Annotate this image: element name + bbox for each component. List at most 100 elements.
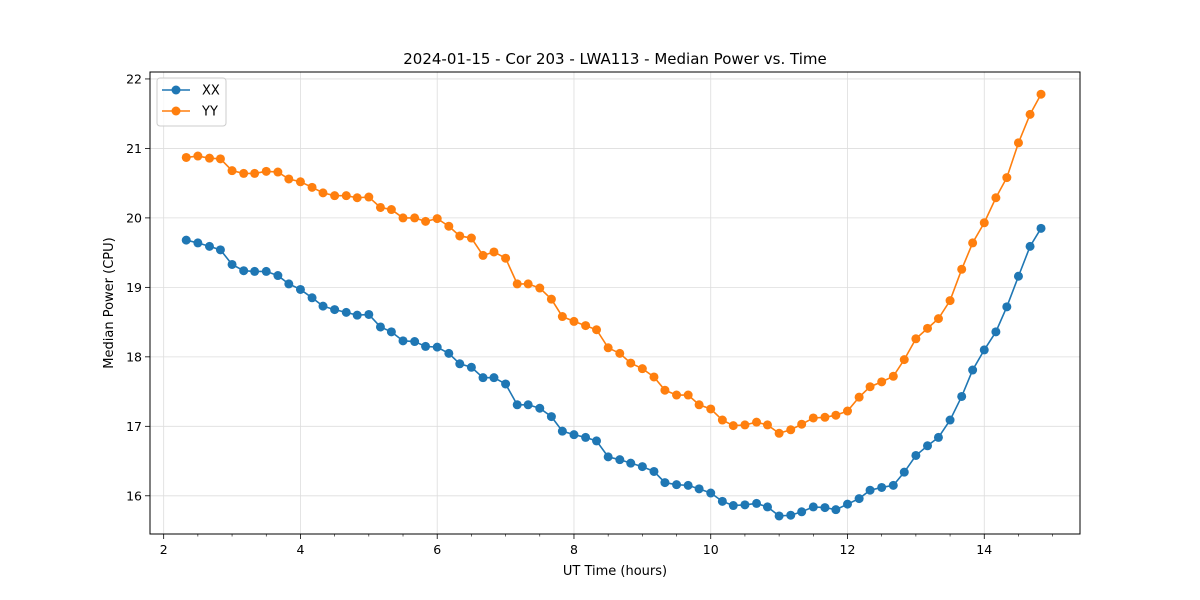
data-point-yy (991, 193, 1001, 203)
data-point-yy (957, 264, 967, 274)
data-point-xx (330, 305, 340, 315)
data-point-yy (557, 312, 567, 322)
data-point-yy (410, 213, 420, 223)
data-point-yy (672, 390, 682, 400)
data-point-xx (979, 345, 989, 355)
data-point-yy (239, 168, 249, 178)
series-layer (181, 89, 1046, 521)
data-point-xx (239, 266, 249, 276)
data-point-xx (933, 432, 943, 442)
data-point-xx (831, 505, 841, 515)
data-point-yy (592, 325, 602, 335)
data-point-xx (569, 430, 579, 440)
y-tick-label: 19 (126, 280, 142, 295)
data-point-yy (1013, 138, 1023, 148)
data-point-yy (581, 321, 591, 331)
data-point-yy (752, 417, 762, 427)
grid (150, 72, 1080, 534)
data-point-xx (341, 307, 351, 317)
x-tick-label: 6 (433, 542, 441, 557)
data-point-xx (968, 365, 978, 375)
data-point-yy (250, 168, 260, 178)
data-point-yy (512, 279, 522, 289)
data-point-yy (193, 151, 203, 161)
data-point-yy (694, 400, 704, 410)
data-point-xx (637, 462, 647, 472)
data-point-yy (820, 412, 830, 422)
data-point-yy (478, 250, 488, 260)
data-point-yy (215, 154, 225, 164)
data-point-xx (774, 511, 784, 521)
data-point-yy (307, 182, 317, 192)
data-point-xx (649, 466, 659, 476)
data-point-xx (273, 271, 283, 281)
data-point-yy (911, 334, 921, 344)
legend: XX YY (156, 77, 227, 127)
data-point-xx (808, 502, 818, 512)
data-point-yy (615, 348, 625, 358)
data-point-yy (683, 390, 693, 400)
data-point-yy (386, 205, 396, 215)
data-point-yy (466, 233, 476, 243)
data-point-yy (204, 153, 214, 163)
data-point-xx (865, 485, 875, 495)
x-tick-label: 2 (160, 542, 168, 557)
data-point-xx (888, 480, 898, 490)
series-line-xx (186, 227, 1042, 517)
legend-marker-yy (171, 106, 181, 116)
data-point-yy (284, 174, 294, 184)
data-point-xx (489, 373, 499, 383)
data-point-yy (330, 191, 340, 201)
series-line-yy (186, 93, 1042, 435)
legend-label-xx: XX (202, 84, 220, 99)
data-point-yy (945, 296, 955, 306)
data-point-yy (728, 421, 738, 431)
data-point-xx (797, 507, 807, 517)
data-point-xx (227, 259, 237, 269)
data-point-xx (672, 480, 682, 490)
data-point-xx (398, 336, 408, 346)
data-point-yy (933, 314, 943, 324)
data-point-xx (512, 400, 522, 410)
data-point-yy (603, 343, 613, 353)
data-point-xx (728, 501, 738, 511)
data-point-yy (831, 410, 841, 420)
data-point-xx (626, 458, 636, 468)
data-point-xx (318, 301, 328, 311)
data-point-yy (501, 253, 511, 263)
y-tick-label: 17 (126, 419, 142, 434)
data-point-xx (820, 503, 830, 513)
data-point-yy (261, 166, 271, 176)
data-point-yy (774, 428, 784, 438)
data-point-xx (877, 482, 887, 492)
data-point-xx (1036, 223, 1046, 233)
data-point-yy (854, 392, 864, 402)
data-point-xx (193, 238, 203, 248)
data-point-xx (1002, 302, 1012, 312)
legend-marker-xx (171, 85, 181, 95)
data-point-xx (375, 322, 385, 332)
data-point-xx (478, 373, 488, 383)
x-tick-label: 8 (570, 542, 578, 557)
data-point-xx (694, 484, 704, 494)
data-point-xx (284, 279, 294, 289)
x-tick-label: 12 (840, 542, 856, 557)
data-point-yy (1036, 89, 1046, 99)
data-point-yy (979, 218, 989, 228)
y-tick-label: 20 (126, 210, 142, 225)
data-point-yy (273, 167, 283, 177)
data-point-yy (375, 202, 385, 212)
data-point-yy (295, 177, 305, 187)
data-point-xx (546, 412, 556, 422)
x-tick-label: 10 (703, 542, 719, 557)
data-point-yy (843, 406, 852, 416)
data-point-xx (603, 452, 613, 462)
data-point-xx (455, 359, 465, 369)
data-point-yy (865, 382, 875, 392)
data-point-xx (740, 500, 750, 510)
y-tick-label: 22 (126, 71, 142, 86)
data-point-xx (410, 337, 420, 347)
x-tick-label: 14 (976, 542, 992, 557)
data-point-xx (466, 362, 476, 372)
data-point-yy (660, 385, 670, 395)
